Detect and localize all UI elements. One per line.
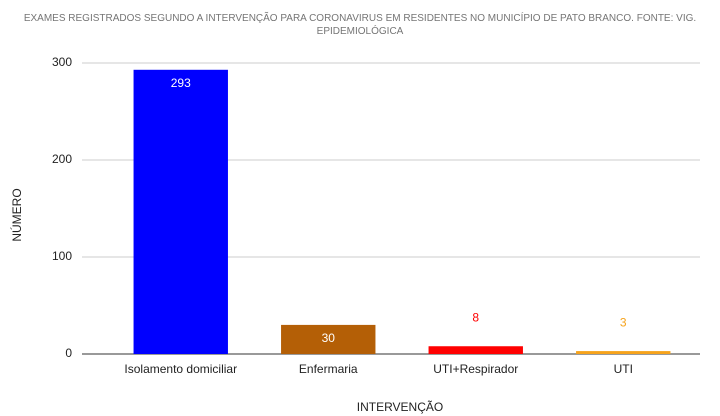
chart-title: EXAMES REGISTRADOS SEGUNDO A INTERVENÇÃO… bbox=[23, 13, 697, 37]
bar bbox=[281, 324, 376, 354]
bar bbox=[133, 69, 228, 354]
x-tick-label: UTI+Respirador bbox=[433, 362, 518, 376]
data-label: 3 bbox=[620, 315, 627, 329]
x-tick-label: UTI bbox=[614, 362, 633, 376]
data-label: 30 bbox=[322, 331, 336, 345]
y-tick-label: 300 bbox=[52, 55, 72, 69]
bar bbox=[576, 351, 671, 354]
y-tick-label: 200 bbox=[52, 152, 72, 166]
y-tick-label: 100 bbox=[52, 249, 72, 263]
y-axis-label: NÚMERO bbox=[9, 188, 24, 241]
x-tick-label: Enfermaria bbox=[299, 362, 358, 376]
data-label: 8 bbox=[472, 310, 479, 324]
bar bbox=[428, 346, 523, 354]
x-tick-label: Isolamento domiciliar bbox=[124, 362, 237, 376]
y-tick-label: 0 bbox=[65, 346, 72, 360]
x-axis-label: INTERVENÇÃO bbox=[357, 400, 443, 414]
data-label: 293 bbox=[171, 76, 191, 90]
